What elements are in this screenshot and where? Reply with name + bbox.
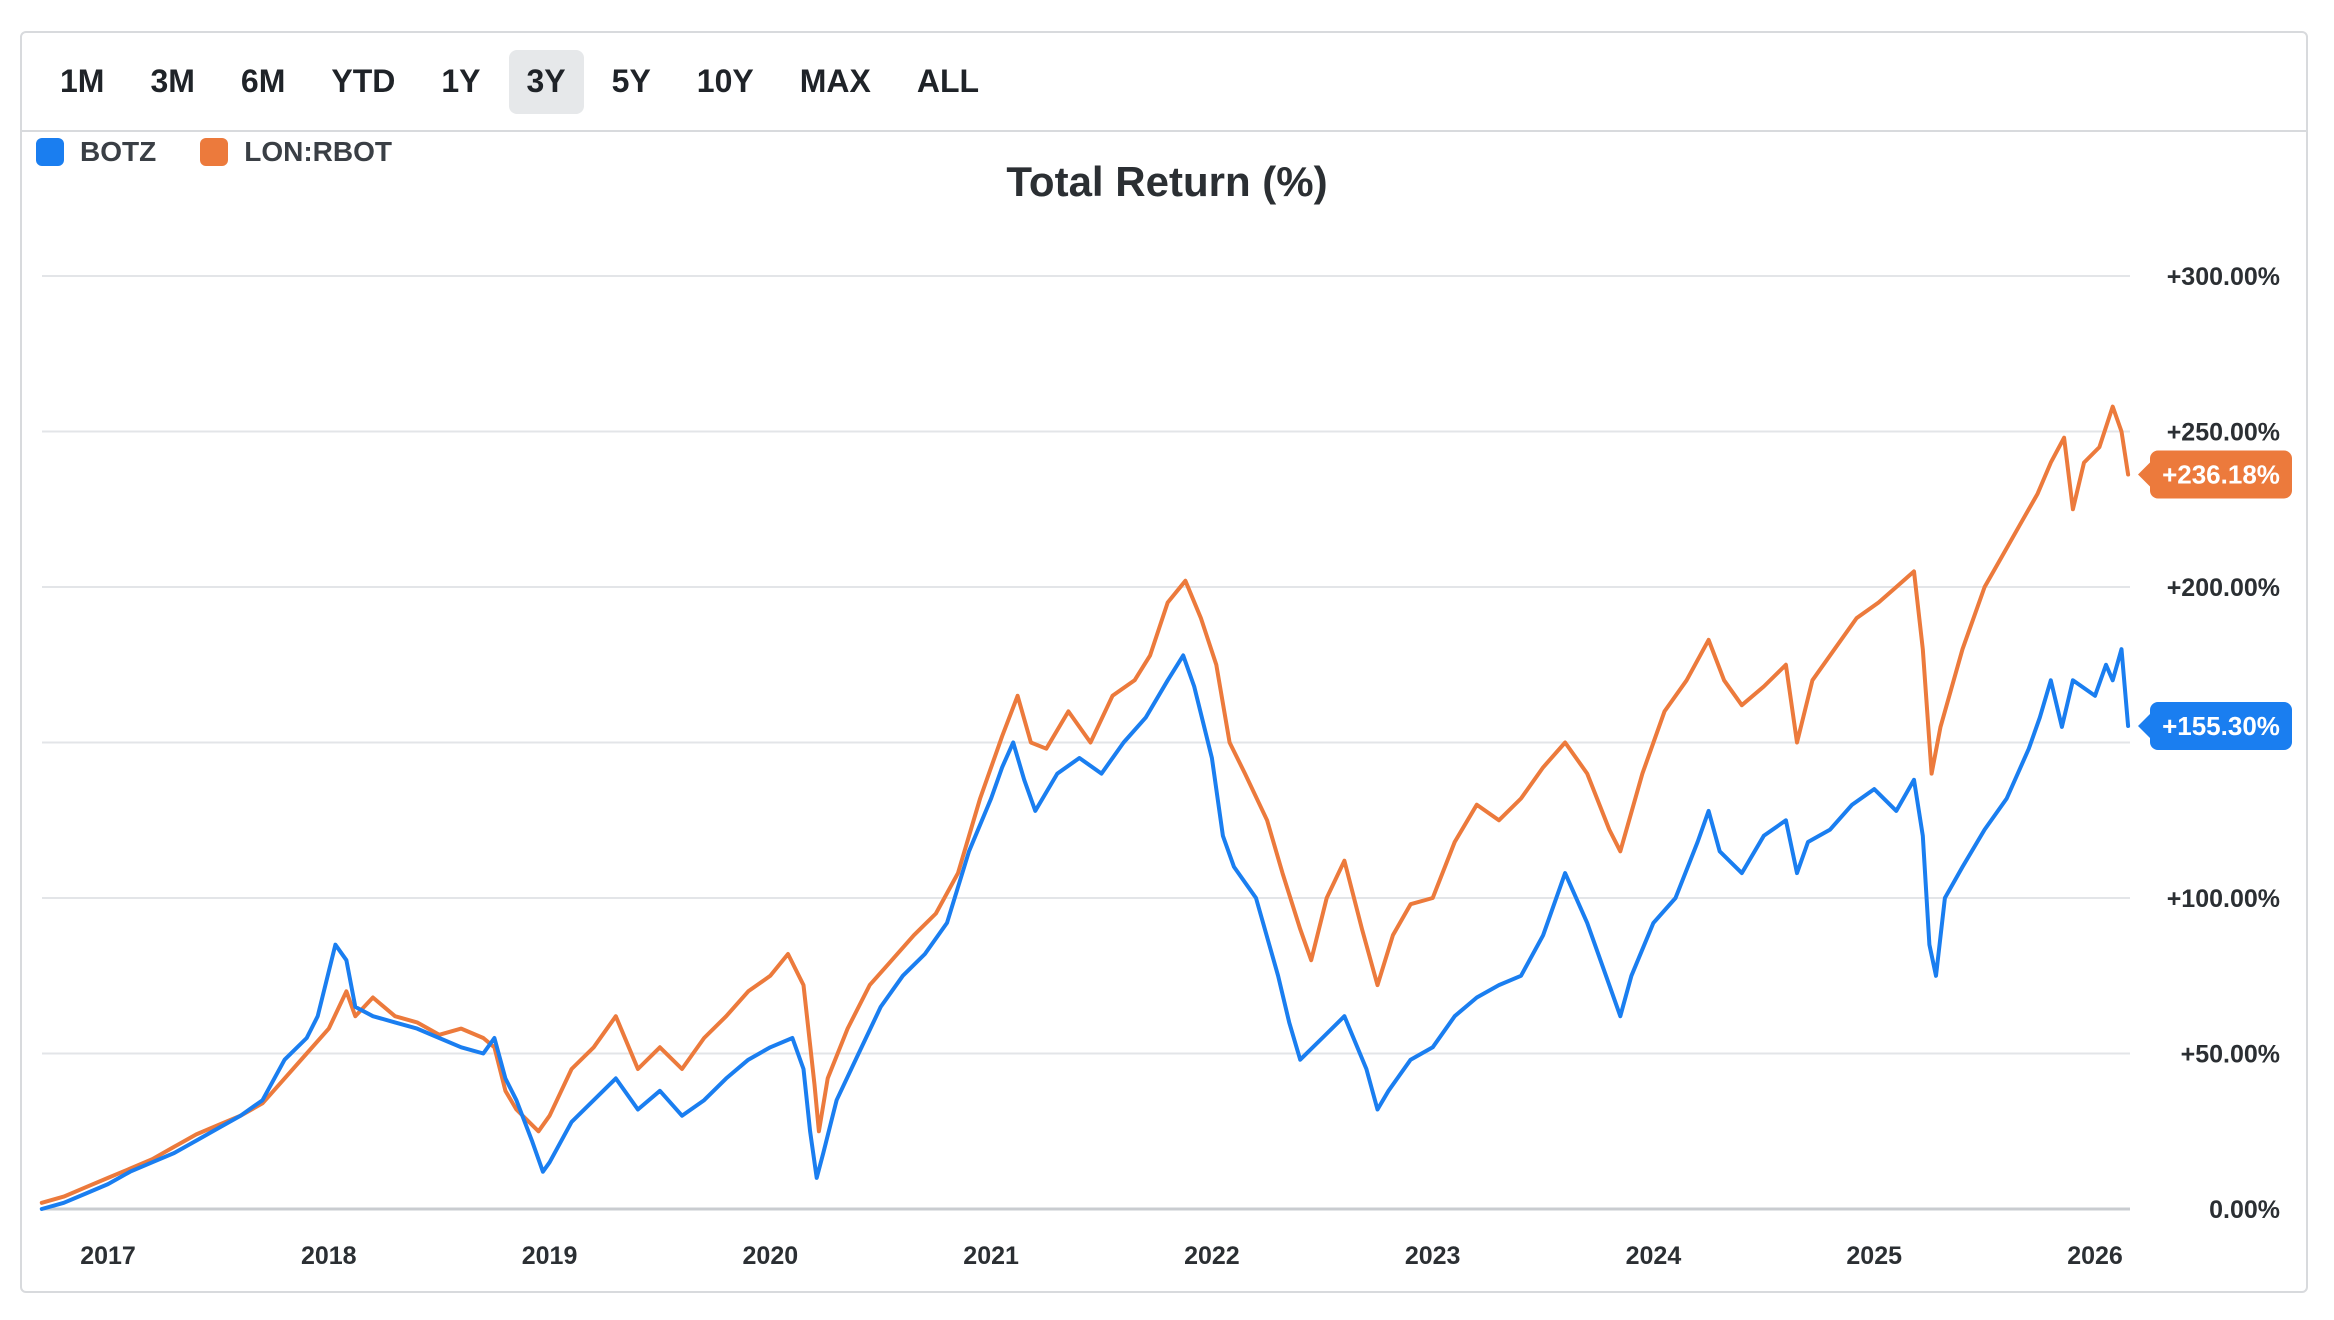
legend-label-botz: BOTZ [80,136,157,167]
y-tick-label: +300.00% [2167,263,2280,291]
badge-text: +236.18% [2162,459,2280,489]
legend-swatch-rbot [200,138,229,166]
y-tick-label: +50.00% [2181,1041,2280,1069]
chart-panel: 1M 3M 6M YTD 1Y 3Y 5Y 10Y MAX ALL [20,31,2308,1293]
legend-item-rbot[interactable]: LON:RBOT [200,136,392,168]
range-button-3m[interactable]: 3M [150,63,195,99]
y-tick-label: 0.00% [2209,1196,2280,1224]
chart-legend: BOTZ LON:RBOT [36,136,436,168]
last-value-badge-botz: +155.30% [2138,702,2292,751]
range-button-1m[interactable]: 1M [60,63,105,99]
y-tick-label: +100.00% [2167,885,2280,913]
badge-pointer [2138,462,2150,487]
series-line-botz [39,647,2131,1211]
range-button-ytd[interactable]: YTD [331,63,396,99]
series-line-rbot [39,404,2131,1205]
range-button-3y[interactable]: 3Y [508,49,584,114]
range-button-max[interactable]: MAX [799,63,871,99]
badge-text: +155.30% [2162,711,2280,741]
x-tick-label: 2017 [80,1242,136,1270]
legend-swatch-botz [36,138,64,166]
y-tick-label: +250.00% [2167,419,2280,447]
x-tick-label: 2020 [743,1242,799,1270]
x-tick-label: 2024 [1626,1242,1682,1270]
badge-background [2150,702,2292,751]
chart-title: Total Return (%) [1006,158,1328,205]
range-button-all[interactable]: ALL [916,63,980,99]
last-value-badge-rbot: +236.18% [2138,450,2292,499]
range-selector: 1M 3M 6M YTD 1Y 3Y 5Y 10Y MAX ALL [22,33,2306,132]
legend-item-botz[interactable]: BOTZ [36,136,156,168]
x-tick-label: 2018 [301,1242,357,1270]
badge-pointer [2138,714,2150,739]
range-button-10y[interactable]: 10Y [696,63,754,99]
y-tick-label: +200.00% [2167,574,2280,602]
range-button-6m[interactable]: 6M [240,63,286,99]
legend-label-rbot: LON:RBOT [244,136,392,167]
x-tick-label: 2023 [1405,1242,1461,1270]
x-tick-label: 2026 [2067,1242,2123,1270]
range-button-1y[interactable]: 1Y [441,63,481,99]
x-tick-label: 2022 [1184,1242,1240,1270]
x-tick-label: 2025 [1846,1242,1902,1270]
badge-background [2150,450,2292,499]
x-tick-label: 2019 [522,1242,578,1270]
x-tick-label: 2021 [963,1242,1019,1270]
range-button-5y[interactable]: 5Y [611,63,651,99]
